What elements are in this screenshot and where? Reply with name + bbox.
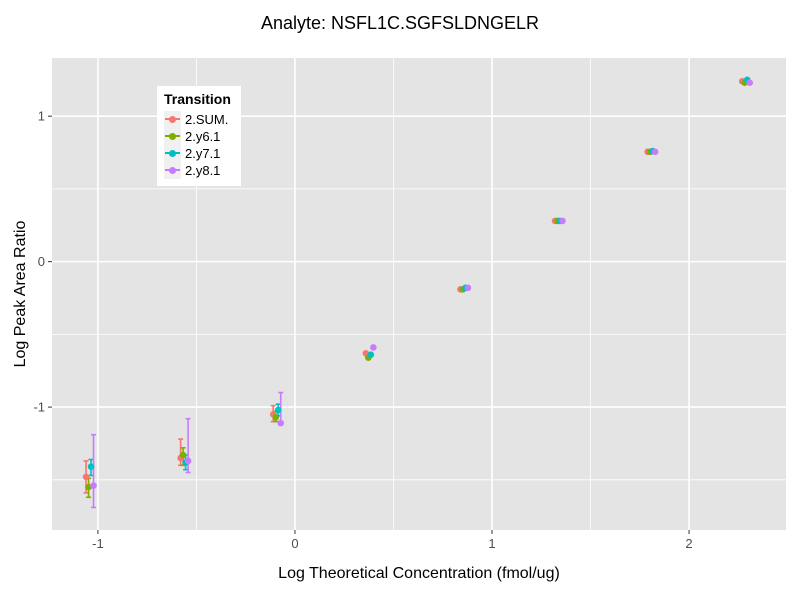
legend-key-glyph [164,128,181,145]
legend-key-glyph [164,162,181,179]
legend-key-dot [169,133,176,140]
data-point [179,451,187,459]
data-point [464,284,472,292]
data-point [82,473,90,481]
legend-item-label: 2.y7.1 [185,146,221,161]
legend-key-glyph [164,111,181,128]
x-tick-label: 2 [685,536,692,551]
data-point [87,463,95,471]
legend-key-dot [169,167,176,174]
y-tick-label: -1 [33,400,45,415]
legend-item-label: 2.SUM. [185,112,229,127]
legend-item: 2.y7.1 [164,145,231,162]
legend-key-dot [169,150,176,157]
legend-title: Transition [164,91,231,107]
legend-item-label: 2.y6.1 [185,129,221,144]
data-point [370,344,377,351]
legend: Transition 2.SUM. 2.y6.1 2.y7.1 2.y8.1 [157,86,241,186]
data-point [651,148,659,156]
legend-item: 2.y6.1 [164,128,231,145]
plot-title: Analyte: NSFL1C.SGFSLDNGELR [260,13,540,33]
data-point [90,482,97,489]
y-tick-label: 1 [38,109,45,124]
legend-item: 2.y8.1 [164,162,231,179]
legend-item-label: 2.y8.1 [185,163,221,178]
data-point [272,413,280,421]
data-point [367,351,375,359]
data-point [746,79,753,87]
x-tick-label: 0 [291,536,298,551]
data-point [85,483,92,491]
x-tick-label: -1 [92,536,104,551]
legend-items: 2.SUM. 2.y6.1 2.y7.1 2.y8.1 [164,111,231,179]
legend-item: 2.SUM. [164,111,231,128]
x-axis-title: Log Theoretical Concentration (fmol/ug) [278,565,560,582]
legend-key-dot [169,116,176,123]
y-tick-label: 0 [38,254,45,269]
data-point [274,406,282,414]
data-point [277,419,285,427]
y-axis-title: Log Peak Area Ratio [12,220,29,368]
x-tick-label: 1 [488,536,495,551]
data-point [559,217,566,225]
data-point [184,457,192,465]
legend-key-glyph [164,145,181,162]
